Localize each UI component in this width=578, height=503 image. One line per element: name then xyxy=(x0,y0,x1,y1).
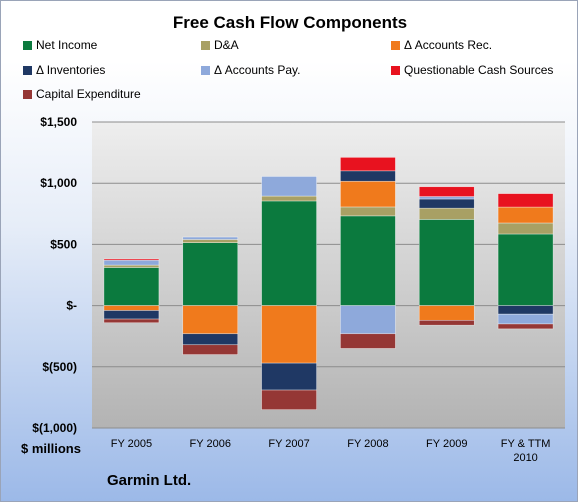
bar-segment xyxy=(103,264,160,268)
bar-segment xyxy=(340,157,396,172)
bar-segment xyxy=(418,305,475,321)
bar-segment xyxy=(497,323,554,330)
bar-segment xyxy=(497,233,554,306)
y-tick-label: $(1,000) xyxy=(32,421,77,435)
bar-segment xyxy=(103,318,160,324)
y-tick-label: $(500) xyxy=(42,360,77,374)
bar-segment xyxy=(497,313,554,325)
chart-title: Free Cash Flow Components xyxy=(172,13,408,32)
bar-segment xyxy=(497,222,554,235)
legend-label: D&A xyxy=(214,38,239,52)
legend-swatch xyxy=(201,41,210,50)
bar-segment xyxy=(182,239,239,243)
x-tick-label: FY & TTM xyxy=(501,438,551,450)
legend-item: Questionable Cash Sources xyxy=(391,63,553,77)
bar-segment xyxy=(182,344,239,355)
bar-segment xyxy=(340,180,396,208)
legend-label: Δ Accounts Rec. xyxy=(404,38,493,52)
legend-item: D&A xyxy=(201,38,239,52)
bar-segment xyxy=(497,206,554,224)
legend-label: Δ Inventories xyxy=(36,63,106,77)
x-tick-label: 2010 xyxy=(513,452,537,464)
bar-segment xyxy=(418,319,475,326)
y-tick-label: $1,500 xyxy=(40,115,77,129)
bar-segment xyxy=(103,267,160,306)
bar-segment xyxy=(261,200,317,306)
legend-item: Δ Accounts Rec. xyxy=(391,38,492,52)
bar-segment xyxy=(261,176,317,197)
bar-segment xyxy=(182,333,239,346)
legend-label: Questionable Cash Sources xyxy=(404,63,554,77)
legend-swatch xyxy=(391,66,400,75)
bar-segment xyxy=(497,305,554,315)
bar-segment xyxy=(103,259,160,266)
bar-segment xyxy=(261,305,317,364)
bar-segment xyxy=(261,362,317,391)
bar-segment xyxy=(340,333,396,349)
legend-label: Net Income xyxy=(36,38,98,52)
bar-segment xyxy=(418,196,475,200)
legend-swatch xyxy=(23,41,32,50)
legend-item: Capital Expenditure xyxy=(23,87,141,101)
bar-segment xyxy=(418,219,475,306)
bar-segment xyxy=(418,186,475,197)
legend-label: Capital Expenditure xyxy=(36,87,141,101)
legend-item: Δ Inventories xyxy=(23,63,105,77)
bar-segment xyxy=(261,195,317,202)
x-tick-label: FY 2006 xyxy=(190,438,231,450)
bar-segment xyxy=(182,242,239,306)
company-label: Garmin Ltd. xyxy=(107,472,192,489)
plot-background xyxy=(92,122,565,428)
bar-segment xyxy=(261,389,317,410)
x-tick-label: FY 2009 xyxy=(426,438,467,450)
bar-segment xyxy=(340,305,396,335)
y-tick-label: $- xyxy=(66,299,77,313)
legend-swatch xyxy=(391,41,400,50)
legend-swatch xyxy=(201,66,210,75)
bar-segment xyxy=(103,310,160,320)
x-tick-label: FY 2005 xyxy=(111,438,152,450)
x-tick-label: FY 2008 xyxy=(347,438,388,450)
units-label: $ millions xyxy=(21,441,81,456)
bar-segment xyxy=(497,193,554,208)
bar-segment xyxy=(182,305,239,335)
bar-segment xyxy=(182,236,239,240)
bar-segment xyxy=(340,170,396,182)
bar-segment xyxy=(103,305,160,311)
x-tick-label: FY 2007 xyxy=(268,438,309,450)
y-tick-label: $500 xyxy=(50,237,77,251)
legend-item: Δ Accounts Pay. xyxy=(201,63,301,77)
legend-item: Net Income xyxy=(23,38,97,52)
bar-segment xyxy=(418,198,475,209)
legend-label: Δ Accounts Pay. xyxy=(214,63,301,77)
y-tick-label: $1,000 xyxy=(40,176,77,190)
bar-segment xyxy=(340,215,396,306)
legend-swatch xyxy=(23,66,32,75)
bar-segment xyxy=(418,207,475,220)
legend-swatch xyxy=(23,90,32,99)
bar-segment xyxy=(103,258,160,261)
bar-segment xyxy=(340,206,396,217)
